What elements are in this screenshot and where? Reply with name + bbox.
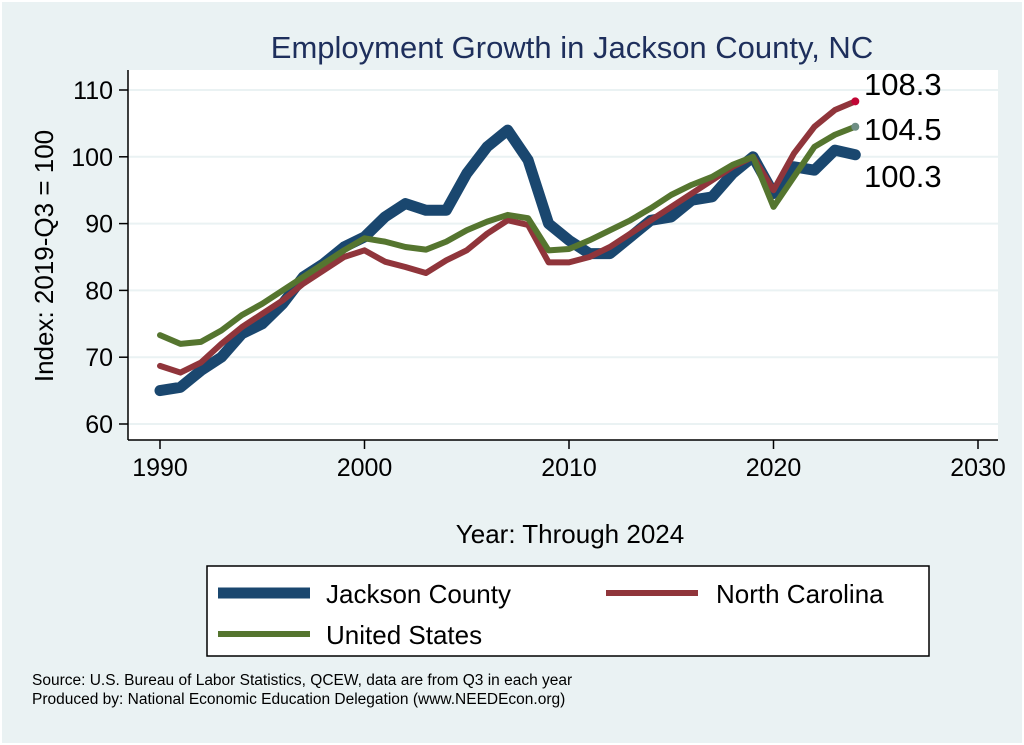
y-axis-label: Index: 2019-Q3 = 100 xyxy=(29,130,59,382)
y-tick-label: 90 xyxy=(85,211,113,239)
chart-title: Employment Growth in Jackson County, NC xyxy=(271,30,873,65)
y-tick-label: 60 xyxy=(85,411,113,439)
legend-label: Jackson County xyxy=(326,579,511,609)
series-line-2 xyxy=(157,123,859,347)
end-marker xyxy=(851,122,860,131)
producer-note: Produced by: National Economic Education… xyxy=(32,691,566,708)
x-tick-label: 2000 xyxy=(337,454,393,482)
end-label: 100.3 xyxy=(864,159,942,194)
y-tick-label: 100 xyxy=(71,144,113,172)
x-tick-label: 2030 xyxy=(950,454,1006,482)
x-tick-label: 2010 xyxy=(541,454,597,482)
legend-label: North Carolina xyxy=(716,579,884,609)
x-tick-label: 1990 xyxy=(132,454,188,482)
legend-label: United States xyxy=(326,620,482,650)
legend-box xyxy=(206,565,930,657)
series-line-0 xyxy=(154,124,861,397)
y-tick-label: 110 xyxy=(73,77,113,105)
y-tick-label: 80 xyxy=(85,277,113,305)
y-tick-label: 70 xyxy=(85,344,113,372)
x-axis-label: Year: Through 2024 xyxy=(456,519,684,549)
x-tick-label: 2020 xyxy=(746,454,802,482)
end-label: 104.5 xyxy=(864,112,942,147)
end-label: 108.3 xyxy=(864,67,942,102)
plot-area xyxy=(128,70,998,440)
end-marker xyxy=(851,97,860,106)
source-note: Source: U.S. Bureau of Labor Statistics,… xyxy=(32,672,573,689)
